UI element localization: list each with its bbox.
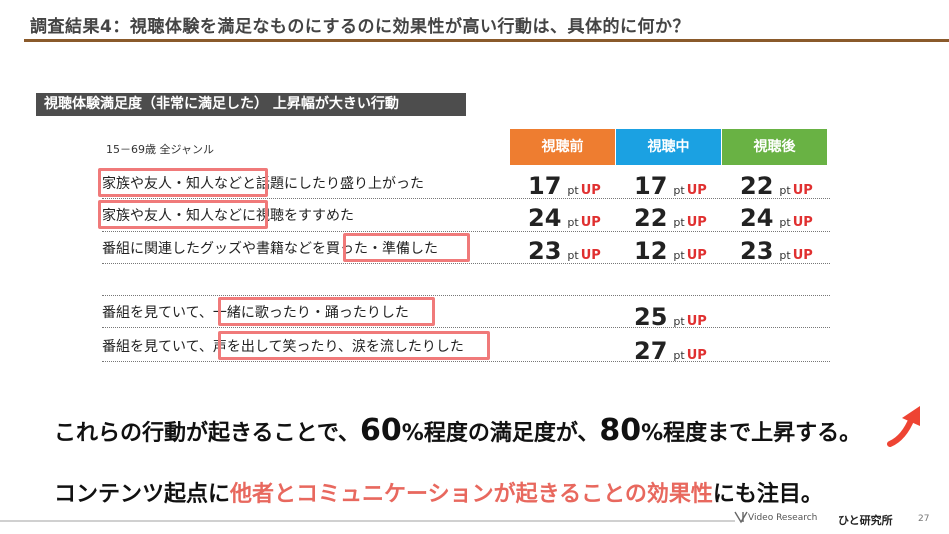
column-header-before: 視聴前	[510, 129, 615, 165]
row-divider	[102, 361, 830, 362]
row-divider	[102, 295, 830, 296]
highlight-box-3	[343, 233, 470, 262]
section-label: 視聴体験満足度（非常に満足した） 上昇幅が大きい行動	[36, 93, 466, 116]
column-header-during: 視聴中	[616, 129, 721, 165]
title-divider	[24, 39, 949, 42]
highlight-box-2	[98, 200, 268, 229]
row-divider	[102, 327, 830, 328]
footer-divider	[0, 520, 735, 522]
column-header-after: 視聴後	[722, 129, 827, 165]
up-arrow-icon	[887, 406, 920, 447]
value-cell: 24 pt UP	[528, 204, 601, 232]
footer-brand-jp: ひと研究所	[838, 514, 893, 527]
video-research-logo-icon	[734, 511, 748, 524]
footer-brand: Video Research	[748, 513, 818, 523]
highlight-box-1	[98, 168, 268, 197]
highlight-box-5	[218, 331, 490, 360]
value-cell: 23 pt UP	[740, 237, 813, 265]
value-cell: 23 pt UP	[528, 237, 601, 265]
value-cell: 25 pt UP	[634, 303, 707, 331]
value-cell: 22 pt UP	[740, 172, 813, 200]
value-cell: 17 pt UP	[528, 172, 601, 200]
row-label-5: 番組を見ていて、声を出して笑ったり、涙を流したりした	[102, 339, 464, 355]
value-cell: 24 pt UP	[740, 204, 813, 232]
highlight-box-4	[218, 297, 435, 326]
value-cell: 22 pt UP	[634, 204, 707, 232]
page-title: 調査結果4：視聴体験を満足なものにするのに効果性が高い行動は、具体的に何か？	[30, 17, 690, 37]
conclusion-line-1: これらの行動が起きることで、60%程度の満足度が、80%程度まで上昇する。	[54, 413, 862, 448]
scope-label: 15－69歳 全ジャンル	[106, 143, 214, 156]
row-divider	[102, 231, 830, 232]
row-label-4: 番組を見ていて、一緒に歌ったり・踊ったりした	[102, 305, 409, 321]
conclusion-line-2: コンテンツ起点に他者とコミュニケーションが起きることの効果性にも注目。	[54, 482, 823, 507]
value-cell: 12 pt UP	[634, 237, 707, 265]
row-divider	[102, 198, 830, 199]
row-label-2: 家族や友人・知人などに視聴をすすめた	[102, 208, 354, 224]
value-cell: 27 pt UP	[634, 337, 707, 365]
row-label-3: 番組に関連したグッズや書籍などを買った・準備した	[102, 241, 438, 257]
page-number: 27	[918, 514, 930, 524]
value-cell: 17 pt UP	[634, 172, 707, 200]
row-divider	[102, 263, 830, 264]
row-label-1: 家族や友人・知人などと話題にしたり盛り上がった	[102, 176, 424, 192]
